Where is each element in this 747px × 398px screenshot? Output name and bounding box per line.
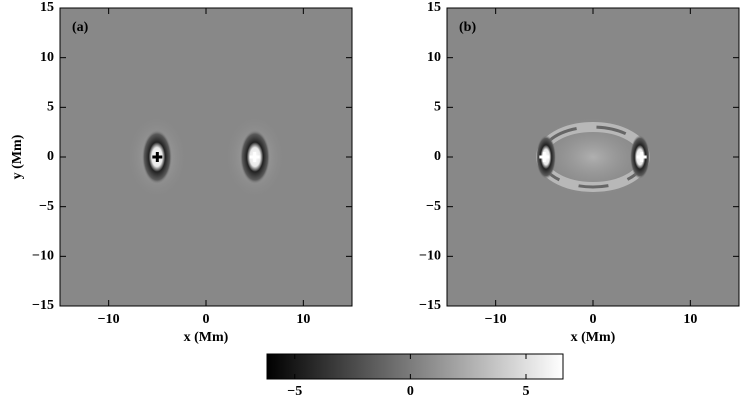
y-tick-label: −5 (426, 199, 441, 214)
y-tick-label: −15 (32, 298, 54, 313)
y-tick-label: 0 (47, 149, 54, 164)
x-tick-label: 0 (203, 312, 210, 327)
x-tick-label: −10 (98, 312, 120, 327)
y-tick-label: 5 (47, 100, 54, 115)
y-tick-label: 10 (427, 50, 441, 65)
colorbar-tick-label: 5 (523, 384, 530, 398)
y-tick-label: 15 (427, 0, 441, 15)
marker (539, 152, 550, 162)
x-tick-label: 10 (683, 312, 697, 327)
y-tick-label: −10 (419, 249, 441, 264)
field-b (447, 8, 739, 306)
panel-label: (a) (72, 20, 89, 35)
x-tick-label: 0 (590, 312, 597, 327)
x-axis-label: x (Mm) (184, 330, 229, 345)
colorbar (266, 353, 564, 380)
colorbar-tick-label: 0 (407, 384, 414, 398)
marker (152, 152, 163, 162)
y-tick-label: 5 (434, 100, 441, 115)
y-tick-label: −5 (39, 199, 54, 214)
y-tick-label: −15 (419, 298, 441, 313)
x-tick-label: 10 (296, 312, 310, 327)
x-axis-label: x (Mm) (571, 330, 616, 345)
colorbar-tick-label: −5 (287, 384, 302, 398)
marker (249, 152, 260, 162)
y-axis-label: y (Mm) (10, 134, 25, 179)
y-tick-label: 10 (40, 50, 54, 65)
marker (636, 152, 647, 162)
x-tick-label: −10 (485, 312, 507, 327)
y-tick-label: 0 (434, 149, 441, 164)
panel-label: (b) (459, 20, 476, 35)
y-tick-label: −10 (32, 249, 54, 264)
y-tick-label: 15 (40, 0, 54, 15)
field-a (60, 8, 352, 306)
